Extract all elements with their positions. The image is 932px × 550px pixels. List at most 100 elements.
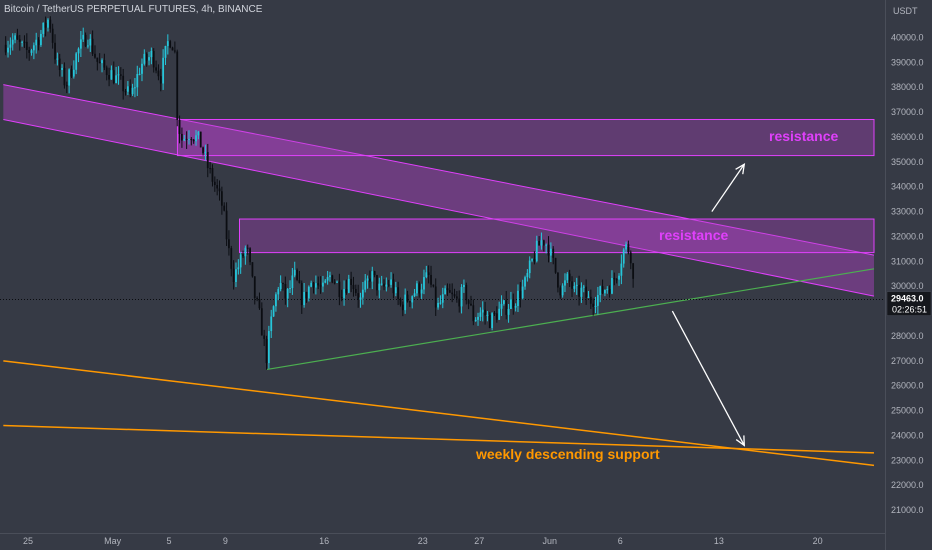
candle-body	[531, 259, 533, 261]
candle-body	[251, 262, 254, 277]
y-tick-label: 25000.0	[891, 406, 924, 416]
candle-body	[625, 244, 627, 250]
candle-body	[267, 331, 270, 364]
candle-body	[25, 41, 28, 50]
candle-body	[18, 39, 21, 42]
candle-body	[286, 288, 289, 299]
candle-body	[282, 283, 284, 285]
x-tick-label: 16	[319, 536, 329, 546]
candle-body	[58, 58, 61, 70]
candle-body	[242, 254, 244, 257]
candle-body	[230, 248, 233, 269]
candle-body	[150, 50, 153, 58]
candle-body	[629, 252, 632, 264]
candle-body	[199, 131, 202, 148]
candle-body	[129, 86, 132, 95]
candle-body	[141, 63, 143, 74]
candle-body	[437, 302, 439, 308]
candle-body	[192, 139, 195, 142]
candle-body	[195, 135, 197, 142]
candle-body	[277, 289, 280, 295]
candle-body	[498, 308, 501, 320]
candle-body	[47, 19, 49, 28]
candle-body	[35, 39, 38, 46]
x-tick-label: 6	[618, 536, 623, 546]
candle-body	[7, 47, 9, 53]
candle-body	[566, 273, 569, 281]
projection-arrow	[711, 163, 745, 212]
candle-body	[373, 271, 376, 276]
candle-body	[28, 49, 31, 53]
resistance-label-lower: resistance	[659, 227, 729, 243]
candle-body	[178, 119, 181, 134]
candle-body	[608, 289, 611, 294]
candle-body	[162, 57, 165, 84]
candle-body	[491, 313, 494, 328]
x-tick-label: 23	[418, 536, 428, 546]
candle-body	[340, 296, 343, 299]
candle-body	[361, 289, 364, 298]
candle-body	[416, 283, 418, 294]
axis-currency-label: USDT	[893, 6, 918, 16]
y-tick-label: 21000.0	[891, 505, 924, 515]
candle-body	[101, 60, 103, 64]
candle-body	[136, 74, 139, 88]
candle-body	[166, 41, 169, 46]
candle-body	[613, 277, 616, 280]
candle-body	[571, 281, 573, 289]
projection-arrow	[671, 310, 745, 446]
candle-body	[331, 275, 334, 283]
candle-body	[406, 294, 409, 302]
candle-body	[91, 38, 94, 54]
candle-body	[620, 263, 623, 276]
candle-body	[122, 75, 125, 92]
candle-body	[108, 75, 110, 80]
candle-body	[474, 319, 477, 322]
candle-body	[545, 244, 548, 246]
y-tick-label: 33000.0	[891, 207, 924, 217]
candle-body	[451, 292, 454, 295]
candle-body	[446, 288, 449, 291]
candle-body	[434, 286, 437, 308]
y-tick-label: 37000.0	[891, 107, 924, 117]
channel-lower-line	[3, 119, 875, 297]
candle-body	[481, 309, 484, 313]
candle-body	[317, 283, 320, 286]
candle-body	[72, 69, 75, 77]
candle-body	[75, 53, 78, 70]
candle-body	[220, 191, 223, 206]
candle-body	[430, 274, 432, 285]
candle-body	[11, 39, 14, 45]
candle-body	[589, 296, 592, 304]
candle-body	[575, 284, 578, 287]
candle-body	[495, 313, 498, 320]
candle-body	[493, 313, 496, 315]
candle-body	[488, 314, 491, 328]
candle-body	[502, 300, 505, 304]
candle-body	[472, 305, 475, 322]
candle-body	[79, 39, 82, 49]
candle-body	[366, 278, 369, 281]
y-tick-label: 28000.0	[891, 331, 924, 341]
candle-body	[535, 240, 538, 262]
chart-title: Bitcoin / TetherUS PERPETUAL FUTURES, 4h…	[4, 4, 263, 15]
resistance-zone	[176, 119, 875, 157]
candle-body	[611, 277, 613, 294]
candle-body	[594, 305, 597, 307]
resistance-label-upper: resistance	[769, 128, 839, 144]
y-tick-label: 32000.0	[891, 231, 924, 241]
candle-body	[528, 260, 531, 274]
candle-body	[418, 283, 421, 294]
candle-body	[439, 302, 442, 304]
countdown-timer: 02:26:51	[892, 305, 927, 315]
rising-support-line	[266, 268, 875, 371]
candle-body	[145, 53, 148, 61]
x-tick-label: 27	[474, 536, 484, 546]
candle-body	[223, 205, 226, 211]
candle-body	[592, 303, 595, 307]
candle-body	[197, 131, 200, 136]
x-tick-label: 20	[813, 536, 823, 546]
candle-body	[322, 282, 324, 287]
candle-body	[169, 41, 172, 48]
